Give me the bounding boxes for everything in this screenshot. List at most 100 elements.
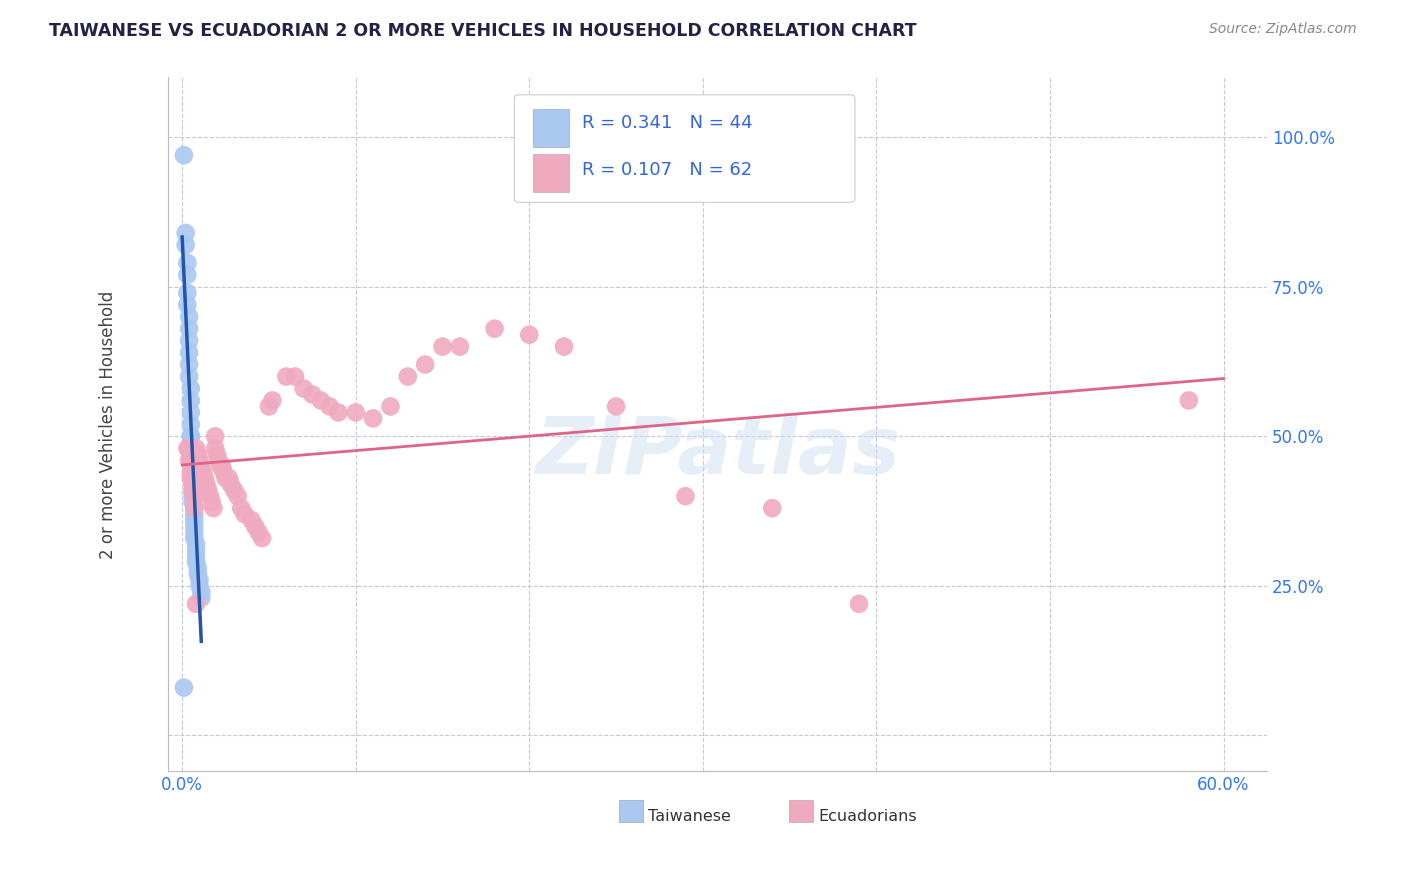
- Point: [174, 226, 197, 240]
- Point: [183, 519, 205, 533]
- Point: [233, 507, 256, 521]
- Point: [247, 524, 270, 539]
- Point: [761, 501, 783, 516]
- Point: [190, 591, 212, 605]
- Point: [309, 393, 332, 408]
- Point: [176, 268, 198, 282]
- Point: [184, 597, 207, 611]
- Point: [179, 334, 201, 348]
- Point: [181, 471, 204, 485]
- Point: [180, 453, 202, 467]
- Point: [181, 477, 204, 491]
- Point: [180, 405, 202, 419]
- Point: [197, 483, 219, 498]
- Point: [187, 447, 209, 461]
- Point: [183, 501, 205, 516]
- Point: [181, 453, 204, 467]
- Point: [180, 447, 202, 461]
- Point: [180, 429, 202, 443]
- Point: [517, 327, 540, 342]
- Bar: [533, 153, 569, 192]
- Point: [204, 429, 226, 443]
- Point: [276, 369, 298, 384]
- Point: [257, 400, 280, 414]
- Point: [205, 447, 228, 461]
- Point: [396, 369, 419, 384]
- Point: [173, 148, 195, 162]
- Text: Ecuadorians: Ecuadorians: [818, 809, 917, 824]
- Point: [180, 429, 202, 443]
- FancyBboxPatch shape: [515, 95, 855, 202]
- Point: [180, 442, 202, 456]
- Point: [318, 400, 340, 414]
- Point: [179, 442, 201, 456]
- Text: TAIWANESE VS ECUADORIAN 2 OR MORE VEHICLES IN HOUSEHOLD CORRELATION CHART: TAIWANESE VS ECUADORIAN 2 OR MORE VEHICL…: [49, 22, 917, 40]
- Point: [675, 489, 697, 503]
- Point: [181, 495, 204, 509]
- Point: [191, 465, 214, 479]
- Point: [176, 285, 198, 300]
- Point: [179, 358, 201, 372]
- Point: [180, 393, 202, 408]
- Text: ZIPatlas: ZIPatlas: [536, 413, 900, 491]
- Point: [284, 369, 307, 384]
- Point: [361, 411, 384, 425]
- Point: [173, 681, 195, 695]
- Point: [184, 549, 207, 563]
- Point: [201, 495, 224, 509]
- Point: [179, 310, 201, 324]
- Point: [187, 566, 209, 581]
- Point: [179, 321, 201, 335]
- Point: [224, 483, 246, 498]
- Point: [176, 442, 198, 456]
- Text: R = 0.107   N = 62: R = 0.107 N = 62: [582, 161, 752, 178]
- Point: [184, 442, 207, 456]
- Point: [188, 579, 211, 593]
- Point: [413, 358, 436, 372]
- Point: [202, 501, 225, 516]
- Point: [211, 459, 233, 474]
- Point: [190, 459, 212, 474]
- Point: [181, 477, 204, 491]
- Point: [184, 537, 207, 551]
- Point: [183, 483, 205, 498]
- Point: [188, 453, 211, 467]
- Point: [183, 524, 205, 539]
- Point: [243, 519, 266, 533]
- Point: [218, 471, 240, 485]
- Point: [204, 442, 226, 456]
- Point: [484, 321, 506, 335]
- Point: [179, 369, 201, 384]
- Point: [181, 483, 204, 498]
- Point: [212, 465, 235, 479]
- Point: [180, 471, 202, 485]
- Point: [188, 573, 211, 587]
- Point: [184, 555, 207, 569]
- Point: [176, 298, 198, 312]
- Point: [432, 340, 454, 354]
- Point: [180, 382, 202, 396]
- Point: [184, 543, 207, 558]
- Point: [198, 489, 221, 503]
- Point: [183, 507, 205, 521]
- Point: [328, 405, 350, 419]
- Point: [449, 340, 471, 354]
- Point: [209, 459, 232, 474]
- Point: [183, 513, 205, 527]
- Point: [174, 238, 197, 252]
- Point: [1178, 393, 1201, 408]
- Point: [553, 340, 575, 354]
- Point: [380, 400, 402, 414]
- Point: [183, 489, 205, 503]
- Point: [605, 400, 627, 414]
- Text: R = 0.341   N = 44: R = 0.341 N = 44: [582, 113, 754, 131]
- Point: [240, 513, 263, 527]
- Point: [179, 345, 201, 359]
- Point: [219, 477, 242, 491]
- Text: Source: ZipAtlas.com: Source: ZipAtlas.com: [1209, 22, 1357, 37]
- Point: [262, 393, 284, 408]
- Bar: [533, 109, 569, 147]
- Point: [250, 531, 273, 545]
- Point: [195, 477, 218, 491]
- Point: [231, 501, 253, 516]
